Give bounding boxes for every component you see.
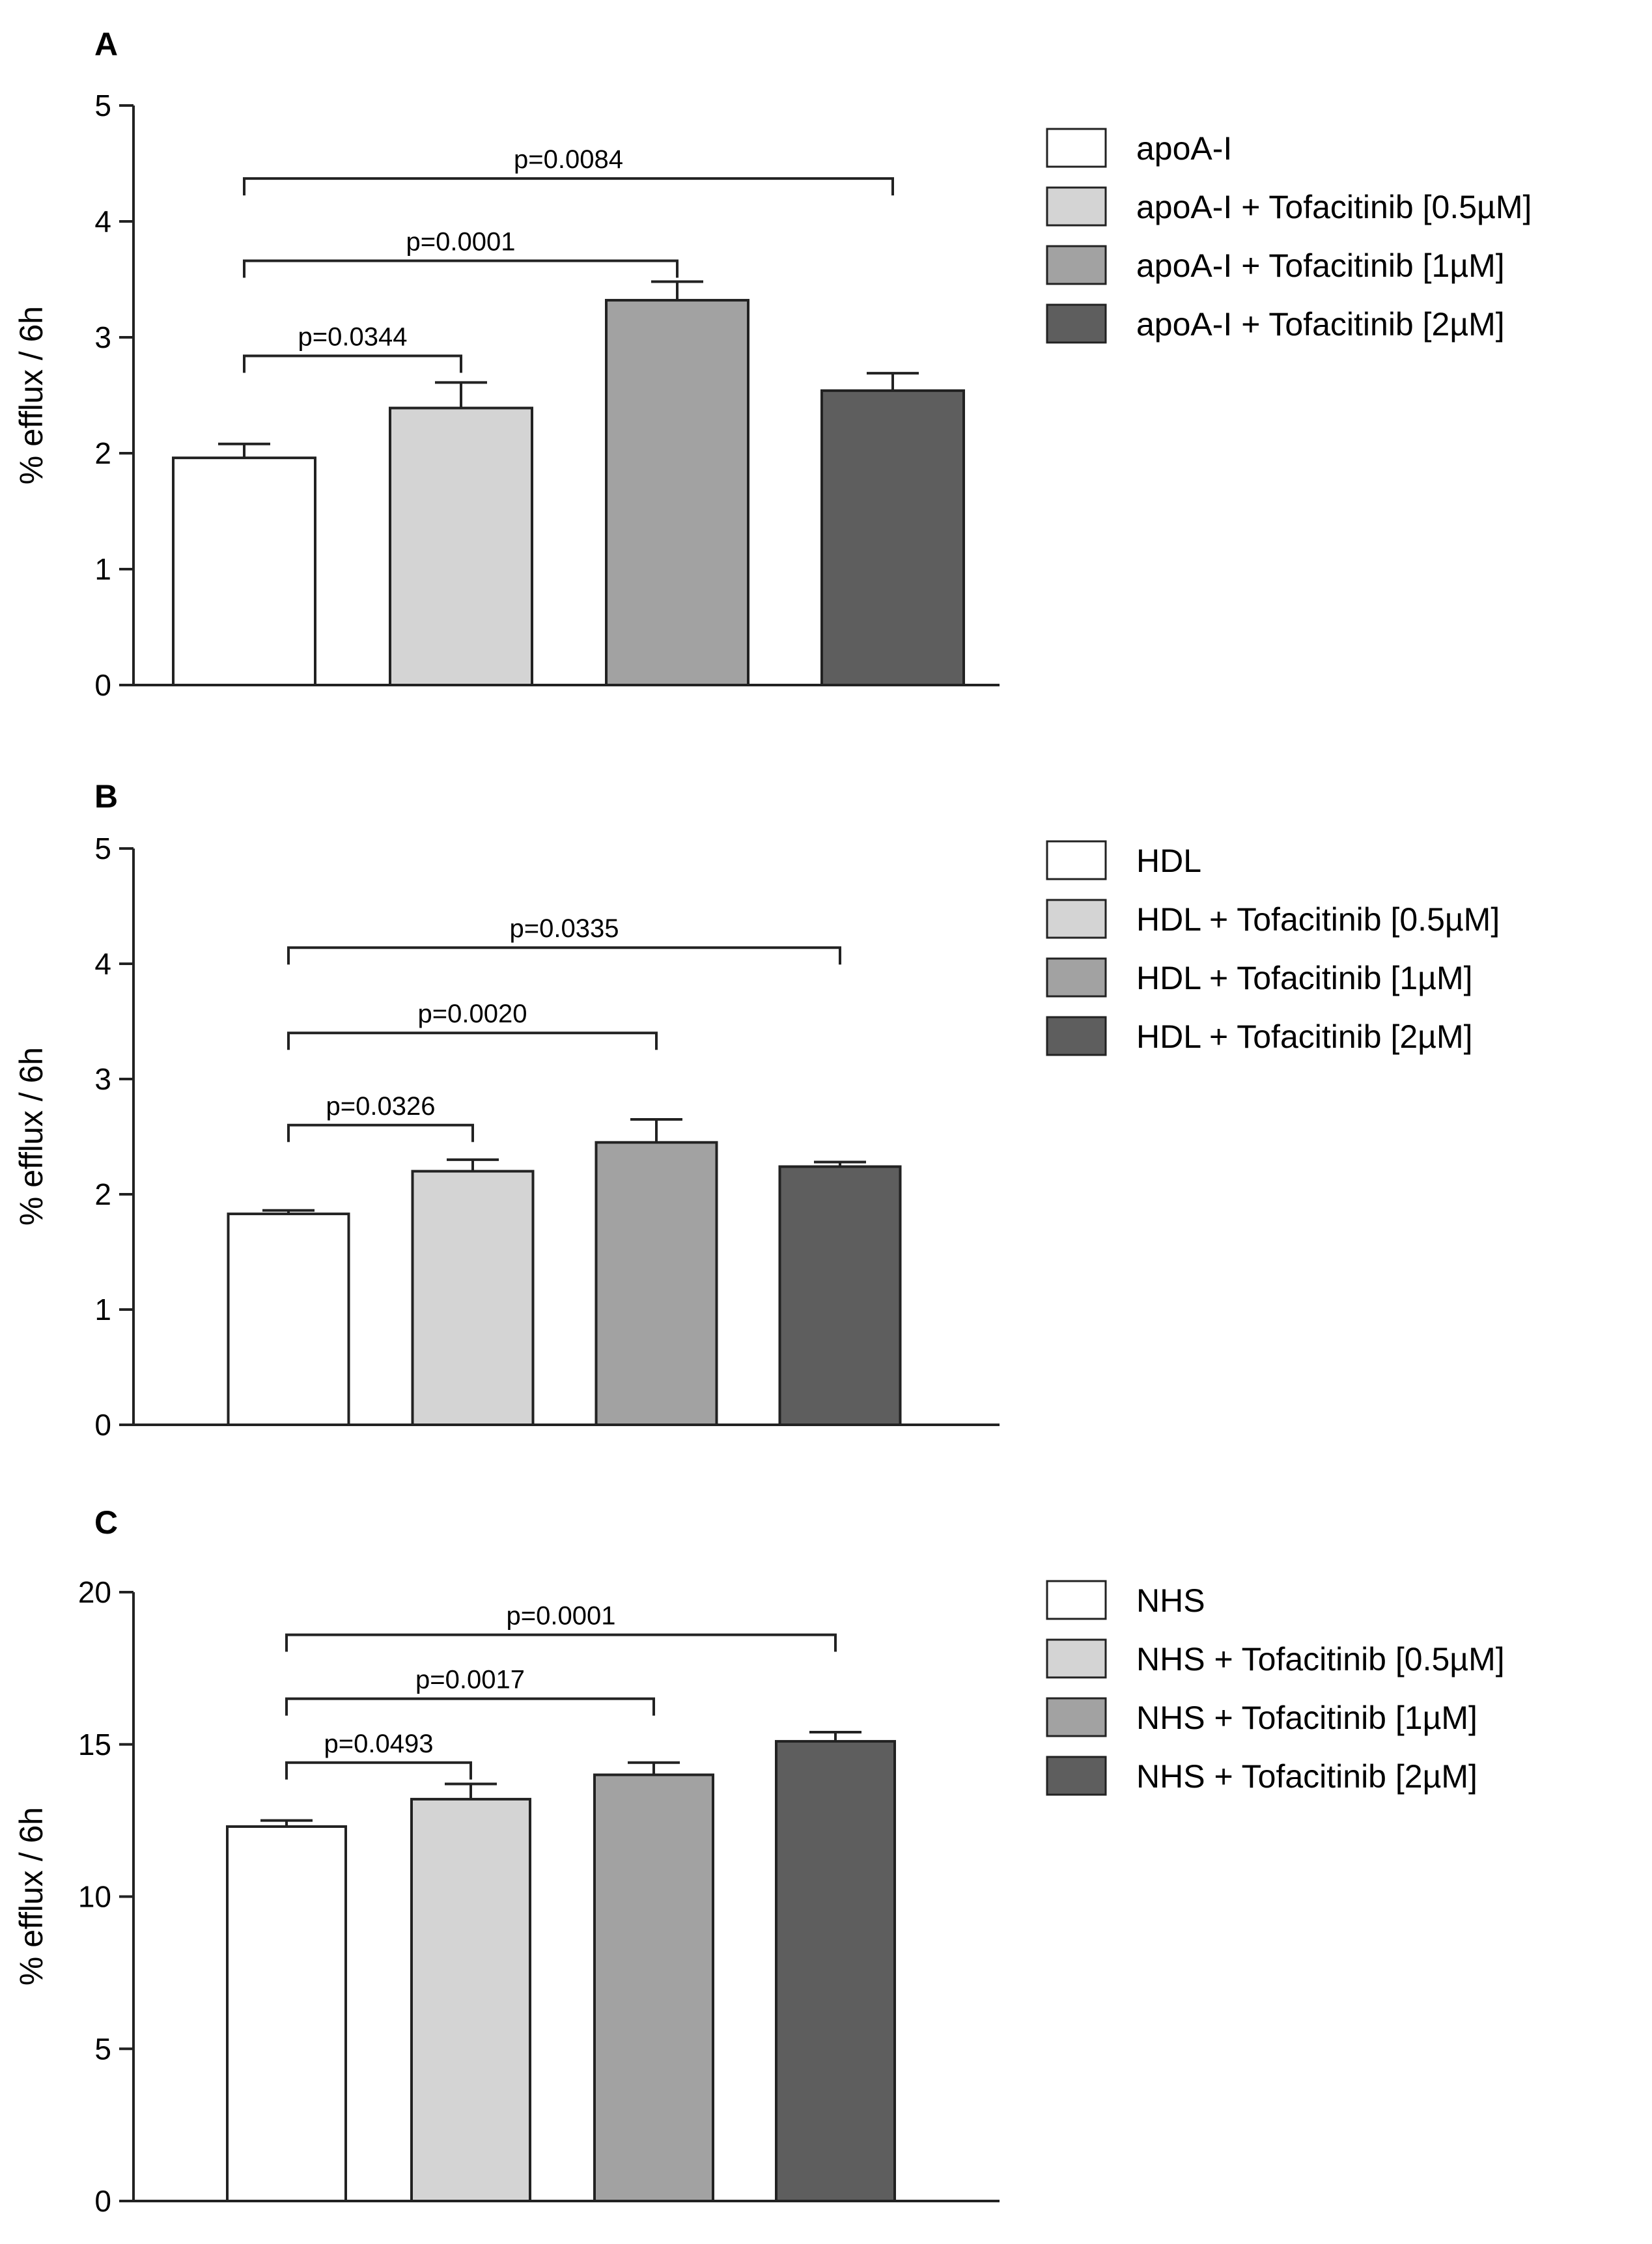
y-tick-label-c-2: 10	[78, 1880, 111, 1914]
panel-letter-c: C	[94, 1504, 118, 1541]
legend-c: NHS NHS + Tofacitinib [0.5µM] NHS + Tofa…	[1046, 1580, 1505, 1796]
y-tick-label-c-3: 15	[78, 1728, 111, 1761]
legend-swatch-c-0	[1046, 1580, 1107, 1620]
y-tick-label-b-5: 5	[94, 832, 111, 865]
p-value-label-b-0: p=0.0326	[326, 1092, 436, 1121]
p-value-label-c-2: p=0.0001	[507, 1601, 616, 1630]
legend-swatch-b-2	[1046, 957, 1107, 998]
y-tick-label-b-4: 4	[94, 947, 111, 981]
y-tick-label-a-0: 0	[94, 668, 111, 702]
bar-c-1	[410, 1797, 531, 2202]
bar-c-3	[775, 1740, 896, 2202]
significance-bracket-c-2	[285, 1633, 837, 1652]
bar-b-2	[595, 1141, 718, 1426]
bar-a-1	[389, 406, 533, 687]
panel-c: C 0 5 10 15 20 p=0.0493 p=0.0017 p=0.0001 % eff…	[13, 1504, 1505, 2218]
panel-a: A 0 1 2 3 4 5 p=0.0344 p=0.0001 p=0.0084 % efflu…	[13, 26, 1532, 702]
significance-bracket-a-2	[243, 177, 894, 196]
legend-a: apoA-I apoA-I + Tofacitinib [0.5µM] apoA…	[1046, 128, 1532, 344]
legend-swatch-b-0	[1046, 840, 1107, 880]
bar-a-3	[820, 389, 965, 686]
legend-label-b-0: HDL	[1136, 843, 1201, 879]
significance-bracket-c-1	[285, 1697, 655, 1716]
legend-swatch-c-1	[1046, 1638, 1107, 1679]
legend-swatch-c-3	[1046, 1756, 1107, 1796]
bar-c-2	[593, 1773, 714, 2202]
y-tick-label-c-0: 0	[94, 2184, 111, 2218]
significance-bracket-a-1	[243, 259, 679, 278]
legend-swatch-a-2	[1046, 245, 1107, 285]
plot-area-c: 0 5 10 15 20 p=0.0493 p=0.0017 p=0.0001	[78, 1575, 1000, 2218]
legend-label-b-1: HDL + Tofacitinib [0.5µM]	[1136, 901, 1500, 938]
legend-swatch-c-2	[1046, 1697, 1107, 1737]
bar-a-0	[172, 456, 316, 686]
plot-area-a: 0 1 2 3 4 5 p=0.0344 p=0.0001 p=0.0084	[94, 89, 1000, 702]
y-tick-label-b-2: 2	[94, 1177, 111, 1211]
p-value-label-c-1: p=0.0017	[415, 1666, 525, 1694]
legend-label-c-2: NHS + Tofacitinib [1µM]	[1136, 1700, 1477, 1736]
y-tick-label-b-1: 1	[94, 1293, 111, 1326]
legend-swatch-a-3	[1046, 303, 1107, 344]
bar-b-3	[778, 1165, 902, 1427]
significance-bracket-a-0	[243, 354, 462, 373]
y-axis-title-b: % efflux / 6h	[13, 1047, 49, 1226]
p-value-label-b-2: p=0.0335	[510, 914, 619, 943]
legend-b: HDL HDL + Tofacitinib [0.5µM] HDL + Tofa…	[1046, 840, 1500, 1056]
p-value-label-a-2: p=0.0084	[514, 145, 623, 174]
y-axis-title-a: % efflux / 6h	[13, 306, 49, 484]
y-tick-label-a-2: 2	[94, 436, 111, 470]
y-tick-label-c-1: 5	[94, 2032, 111, 2066]
y-tick-label-a-4: 4	[94, 204, 111, 238]
plot-area-b: 0 1 2 3 4 5 p=0.0326 p=0.0020 p=0.0335	[94, 832, 1000, 1442]
legend-label-b-3: HDL + Tofacitinib [2µM]	[1136, 1018, 1473, 1055]
legend-swatch-a-1	[1046, 186, 1107, 227]
significance-bracket-b-1	[287, 1031, 658, 1050]
y-tick-label-a-1: 1	[94, 552, 111, 586]
significance-bracket-c-0	[285, 1761, 472, 1780]
y-tick-label-c-4: 20	[78, 1575, 111, 1609]
panel-letter-a: A	[94, 26, 118, 63]
y-axis-title-c: % efflux / 6h	[13, 1807, 49, 1985]
legend-label-c-3: NHS + Tofacitinib [2µM]	[1136, 1758, 1477, 1795]
bar-b-0	[227, 1213, 350, 1426]
p-value-label-b-1: p=0.0020	[418, 1000, 527, 1028]
p-value-label-a-1: p=0.0001	[406, 228, 516, 257]
y-tick-label-b-0: 0	[94, 1408, 111, 1442]
legend-label-b-2: HDL + Tofacitinib [1µM]	[1136, 960, 1473, 996]
y-tick-label-b-3: 3	[94, 1062, 111, 1096]
legend-label-a-3: apoA-I + Tofacitinib [2µM]	[1136, 306, 1505, 343]
legend-swatch-b-1	[1046, 899, 1107, 939]
panel-letter-b: B	[94, 778, 118, 815]
legend-label-a-1: apoA-I + Tofacitinib [0.5µM]	[1136, 189, 1532, 225]
bar-a-2	[605, 299, 749, 687]
legend-swatch-a-0	[1046, 128, 1107, 168]
legend-swatch-b-3	[1046, 1016, 1107, 1056]
legend-label-a-0: apoA-I	[1136, 130, 1232, 167]
legend-label-c-1: NHS + Tofacitinib [0.5µM]	[1136, 1641, 1505, 1677]
significance-bracket-b-0	[287, 1123, 474, 1142]
p-value-label-a-0: p=0.0344	[298, 322, 408, 351]
bar-b-1	[411, 1170, 535, 1426]
significance-bracket-b-2	[287, 946, 841, 965]
y-tick-label-a-3: 3	[94, 320, 111, 354]
p-value-label-c-0: p=0.0493	[324, 1730, 434, 1758]
bar-c-0	[226, 1825, 347, 2203]
legend-label-c-0: NHS	[1136, 1582, 1205, 1619]
panel-b: B 0 1 2 3 4 5 p=0.0326 p=0.0020 p=0.0335 % efflu…	[13, 778, 1500, 1442]
y-tick-label-a-5: 5	[94, 89, 111, 122]
legend-label-a-2: apoA-I + Tofacitinib [1µM]	[1136, 247, 1505, 284]
